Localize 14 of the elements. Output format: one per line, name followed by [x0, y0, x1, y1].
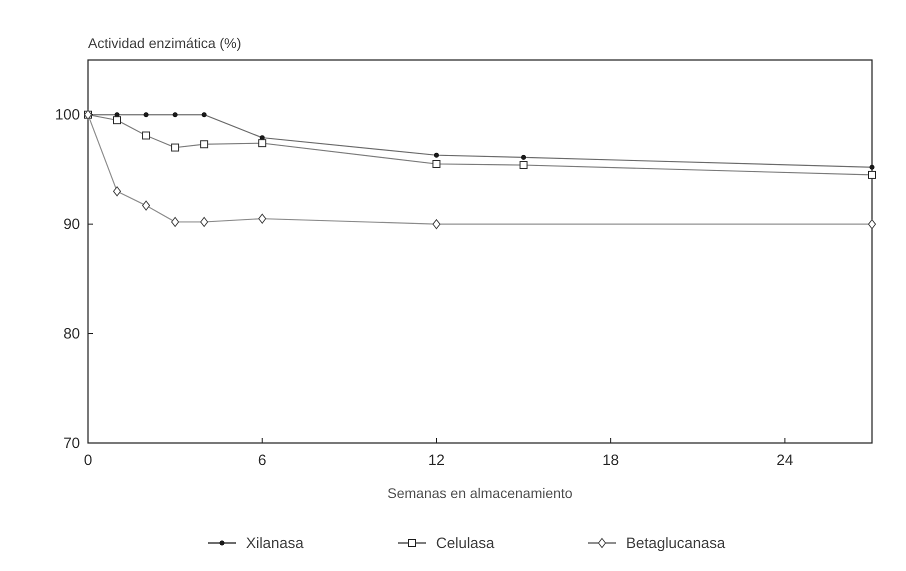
- x-tick-label: 24: [776, 452, 794, 469]
- legend-label: Xilanasa: [246, 535, 304, 552]
- x-tick-label: 6: [258, 452, 266, 469]
- y-tick-label: 90: [63, 216, 80, 234]
- y-tick-label: 80: [63, 326, 80, 343]
- x-tick-label: 12: [428, 452, 445, 469]
- x-tick-label: 18: [602, 452, 620, 469]
- y-tick-label: 70: [63, 435, 80, 452]
- x-tick-label: 0: [84, 452, 92, 469]
- y-axis-title: Actividad enzimática (%): [88, 35, 242, 51]
- x-axis-title: Semanas en almacenamiento: [387, 485, 573, 501]
- y-tick-label: 100: [54, 106, 80, 124]
- legend-label: Betaglucanasa: [626, 535, 726, 552]
- legend-label: Celulasa: [436, 535, 496, 552]
